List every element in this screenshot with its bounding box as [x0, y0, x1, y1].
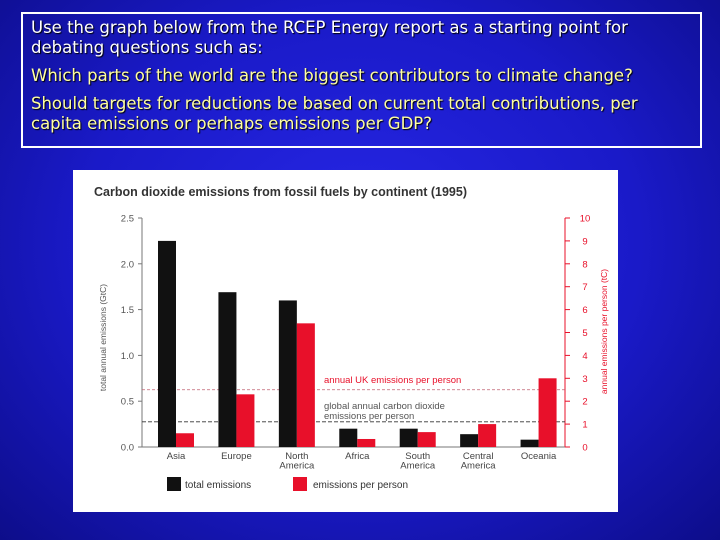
global-reference-label: global annual carbon dioxide	[324, 401, 445, 412]
category-label: America	[461, 461, 497, 472]
per-person-bar	[538, 378, 557, 447]
legend-swatch-per-person	[293, 477, 307, 491]
category-label: North	[285, 451, 308, 462]
category-label: Central	[463, 451, 494, 462]
right-axis-tick-label: 6	[582, 305, 587, 316]
right-axis-label: annual emissions per person (tC)	[599, 269, 609, 394]
per-person-bar	[478, 424, 497, 447]
legend-swatch-total	[167, 477, 181, 491]
right-axis-tick-label: 0	[582, 443, 587, 454]
left-axis-tick-label: 2.0	[121, 259, 134, 270]
question-2: Should targets for reductions be based o…	[31, 94, 638, 133]
emissions-chart-figure: 0.0 0.5 1.0 1.5 2.0 2.5 total annual emissions…	[73, 170, 618, 512]
left-axis-tick-label: 1.5	[121, 305, 134, 316]
legend-label-total: total emissions	[185, 480, 251, 491]
uk-reference-label: annual UK emissions per person	[324, 375, 461, 386]
total-emissions-bar	[399, 428, 418, 447]
total-emissions-bar	[520, 439, 539, 447]
right-axis-tick-label: 9	[582, 236, 587, 247]
global-reference-label: emissions per person	[324, 411, 414, 422]
right-axis-tick-label: 8	[582, 259, 587, 270]
category-label: Europe	[221, 451, 252, 462]
question-1: Which parts of the world are the biggest…	[31, 66, 633, 85]
per-person-bar	[236, 394, 255, 447]
category-label: South	[405, 451, 430, 462]
right-axis-tick-label: 5	[582, 328, 587, 339]
category-label: America	[400, 461, 436, 472]
per-person-bar	[417, 432, 436, 447]
left-axis-tick-label: 2.5	[121, 214, 134, 225]
per-person-bar	[357, 438, 376, 447]
total-emissions-bar	[278, 300, 297, 447]
question-textbox: Use the graph below from the RCEP Energy…	[21, 12, 702, 148]
left-axis-tick-label: 1.0	[121, 351, 134, 362]
right-axis-tick-label: 10	[580, 214, 591, 225]
total-emissions-bar	[460, 434, 479, 447]
category-label: Asia	[167, 451, 186, 462]
right-axis-tick-label: 2	[582, 397, 587, 408]
total-emissions-bar	[339, 428, 358, 447]
right-axis-tick-label: 3	[582, 374, 587, 385]
category-label: Africa	[345, 451, 370, 462]
total-emissions-bar	[158, 240, 176, 447]
left-axis-tick-label: 0.0	[121, 443, 134, 454]
emissions-chart: 0.0 0.5 1.0 1.5 2.0 2.5 total annual emissions…	[98, 214, 609, 491]
total-emissions-bar	[218, 292, 237, 447]
per-person-bar	[176, 433, 194, 447]
right-axis-tick-label: 7	[582, 282, 587, 293]
right-axis-tick-label: 4	[582, 351, 587, 362]
per-person-bar	[296, 323, 315, 447]
category-label: America	[279, 461, 315, 472]
chart-title: Carbon dioxide emissions from fossil fue…	[94, 185, 467, 199]
left-axis-label: total annual emissions (GtC)	[98, 284, 108, 391]
legend-label-per-person: emissions per person	[313, 480, 408, 491]
category-label: Oceania	[521, 451, 557, 462]
intro-text: Use the graph below from the RCEP Energy…	[31, 18, 628, 57]
right-axis-tick-label: 1	[582, 420, 587, 431]
left-axis-tick-label: 0.5	[121, 397, 134, 408]
